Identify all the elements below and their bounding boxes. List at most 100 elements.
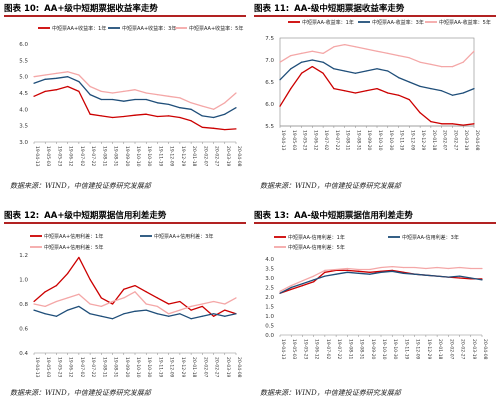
y-tick-label: 4.0 (19, 107, 28, 113)
data-point (301, 285, 304, 287)
x-tick-label: 19-06-12 (312, 130, 318, 151)
data-point (78, 256, 80, 259)
data-source-note: 数据来源：WIND，中信建投证券研究发展部 (10, 182, 151, 190)
data-point (224, 303, 226, 305)
data-point (425, 274, 427, 276)
x-tick-label: 19-04-13 (280, 130, 286, 151)
data-point (156, 297, 159, 299)
data-point (313, 279, 315, 281)
data-point (168, 95, 170, 97)
data-point (397, 94, 400, 96)
panel-title: 图表 10: AA+级中短期票据收益率走势 (4, 2, 158, 14)
x-tick-label: 19-10-30 (146, 357, 152, 378)
data-point (179, 309, 181, 311)
data-point (33, 95, 35, 97)
data-point (322, 61, 324, 63)
x-tick-label: 19-05-23 (302, 130, 308, 151)
x-tick-label: 20-02-27 (214, 357, 220, 378)
data-point (145, 303, 147, 305)
legend-label: 中短票AA-收益率：1年 (302, 19, 354, 26)
x-tick-label: 19-05-23 (56, 357, 62, 378)
data-point (134, 291, 136, 293)
x-tick-label: 19-12-29 (180, 146, 186, 167)
x-tick-label: 19-10-10 (135, 357, 141, 378)
data-point (290, 288, 292, 290)
data-point (333, 88, 335, 90)
data-point (322, 72, 324, 74)
data-point (212, 315, 215, 317)
data-point (369, 271, 371, 273)
x-tick-label: 19-06-12 (68, 357, 74, 378)
data-point (224, 102, 226, 104)
data-point (123, 288, 125, 290)
series-line (33, 291, 237, 315)
data-point (458, 266, 461, 269)
data-point (134, 285, 136, 287)
data-point (168, 303, 170, 305)
data-point (346, 267, 348, 270)
data-point (111, 116, 114, 119)
y-tick-label: 6.0 (265, 102, 274, 108)
legend-label: 中短票AA-信用利差：1年 (288, 234, 345, 241)
series-line (279, 265, 482, 292)
x-tick-label: 20-02-27 (214, 146, 220, 167)
x-tick-label: 19-08-31 (359, 339, 365, 360)
title-divider (4, 222, 246, 224)
data-point (44, 313, 46, 315)
data-point (473, 123, 475, 125)
x-tick-label: 20-02-07 (448, 339, 454, 360)
data-point (168, 313, 170, 315)
line-chart: 中短票AA+收益率：1年 中短票AA+收益率：3年 中短票AA+收益率：5年 6.0 5… (19, 25, 243, 167)
y-tick-label: 0.5 (265, 324, 274, 330)
x-tick-label: 19-07-22 (336, 339, 342, 360)
x-tick-label: 19-05-23 (56, 146, 62, 167)
chart-panel-aa-plus-spread: 图表 12: AA+级中短期票据信用利差走势 中短票AA+信用利差：1年 中短票A… (0, 207, 250, 414)
data-point (354, 72, 357, 74)
y-tick-label: 3.5 (265, 267, 274, 273)
data-point (376, 68, 378, 70)
data-point (100, 115, 102, 117)
x-tick-label: 19-12-09 (415, 339, 421, 360)
data-point (145, 113, 147, 115)
data-point (344, 44, 346, 46)
panel-title: 图表 12: AA+级中短期票据信用利差走势 (4, 209, 166, 221)
data-point (55, 300, 58, 303)
data-point (365, 48, 367, 50)
data-point (67, 76, 69, 78)
data-point (324, 275, 326, 277)
data-point (369, 273, 371, 275)
data-point (279, 105, 281, 107)
y-tick-label: 3.0 (19, 140, 28, 146)
x-tick-label: 19-12-09 (169, 357, 175, 378)
data-point (201, 105, 203, 107)
x-tick-label: 19-08-11 (101, 357, 107, 378)
data-point (481, 279, 483, 281)
data-point (279, 292, 281, 294)
panel-title-text: AA+级中短期票据信用利差走势 (44, 211, 167, 221)
data-point (300, 72, 303, 74)
data-point (156, 94, 159, 96)
data-point (78, 80, 80, 83)
data-point (78, 74, 80, 76)
series-line (279, 43, 475, 68)
x-tick-label: 19-07-22 (334, 130, 340, 151)
data-point (365, 90, 367, 92)
data-point (89, 278, 91, 281)
panel-title: 图表 11: AA-级中短期票据收益率走势 (254, 2, 404, 14)
x-tick-label: 19-12-29 (426, 339, 432, 360)
panel-title-text: AA-级中短期票据信用利差走势 (294, 211, 413, 221)
chart-panel-aa-plus-yield: 图表 10: AA+级中短期票据收益率走势 中短票AA+收益率：1年 中短票AA+… (0, 0, 250, 207)
data-point (235, 297, 237, 299)
panel-title-number: 图表 11: (254, 4, 290, 14)
data-point (441, 123, 443, 125)
data-point (67, 297, 69, 299)
data-point (300, 61, 303, 63)
x-tick-label: 19-10-10 (377, 130, 383, 151)
data-point (290, 88, 292, 90)
x-tick-label: 19-11-19 (157, 357, 163, 378)
data-point (335, 273, 337, 275)
legend-label: 中短票AA-收益率：5年 (439, 19, 491, 26)
data-point (333, 46, 335, 48)
data-point (354, 46, 357, 48)
data-point (145, 98, 147, 101)
